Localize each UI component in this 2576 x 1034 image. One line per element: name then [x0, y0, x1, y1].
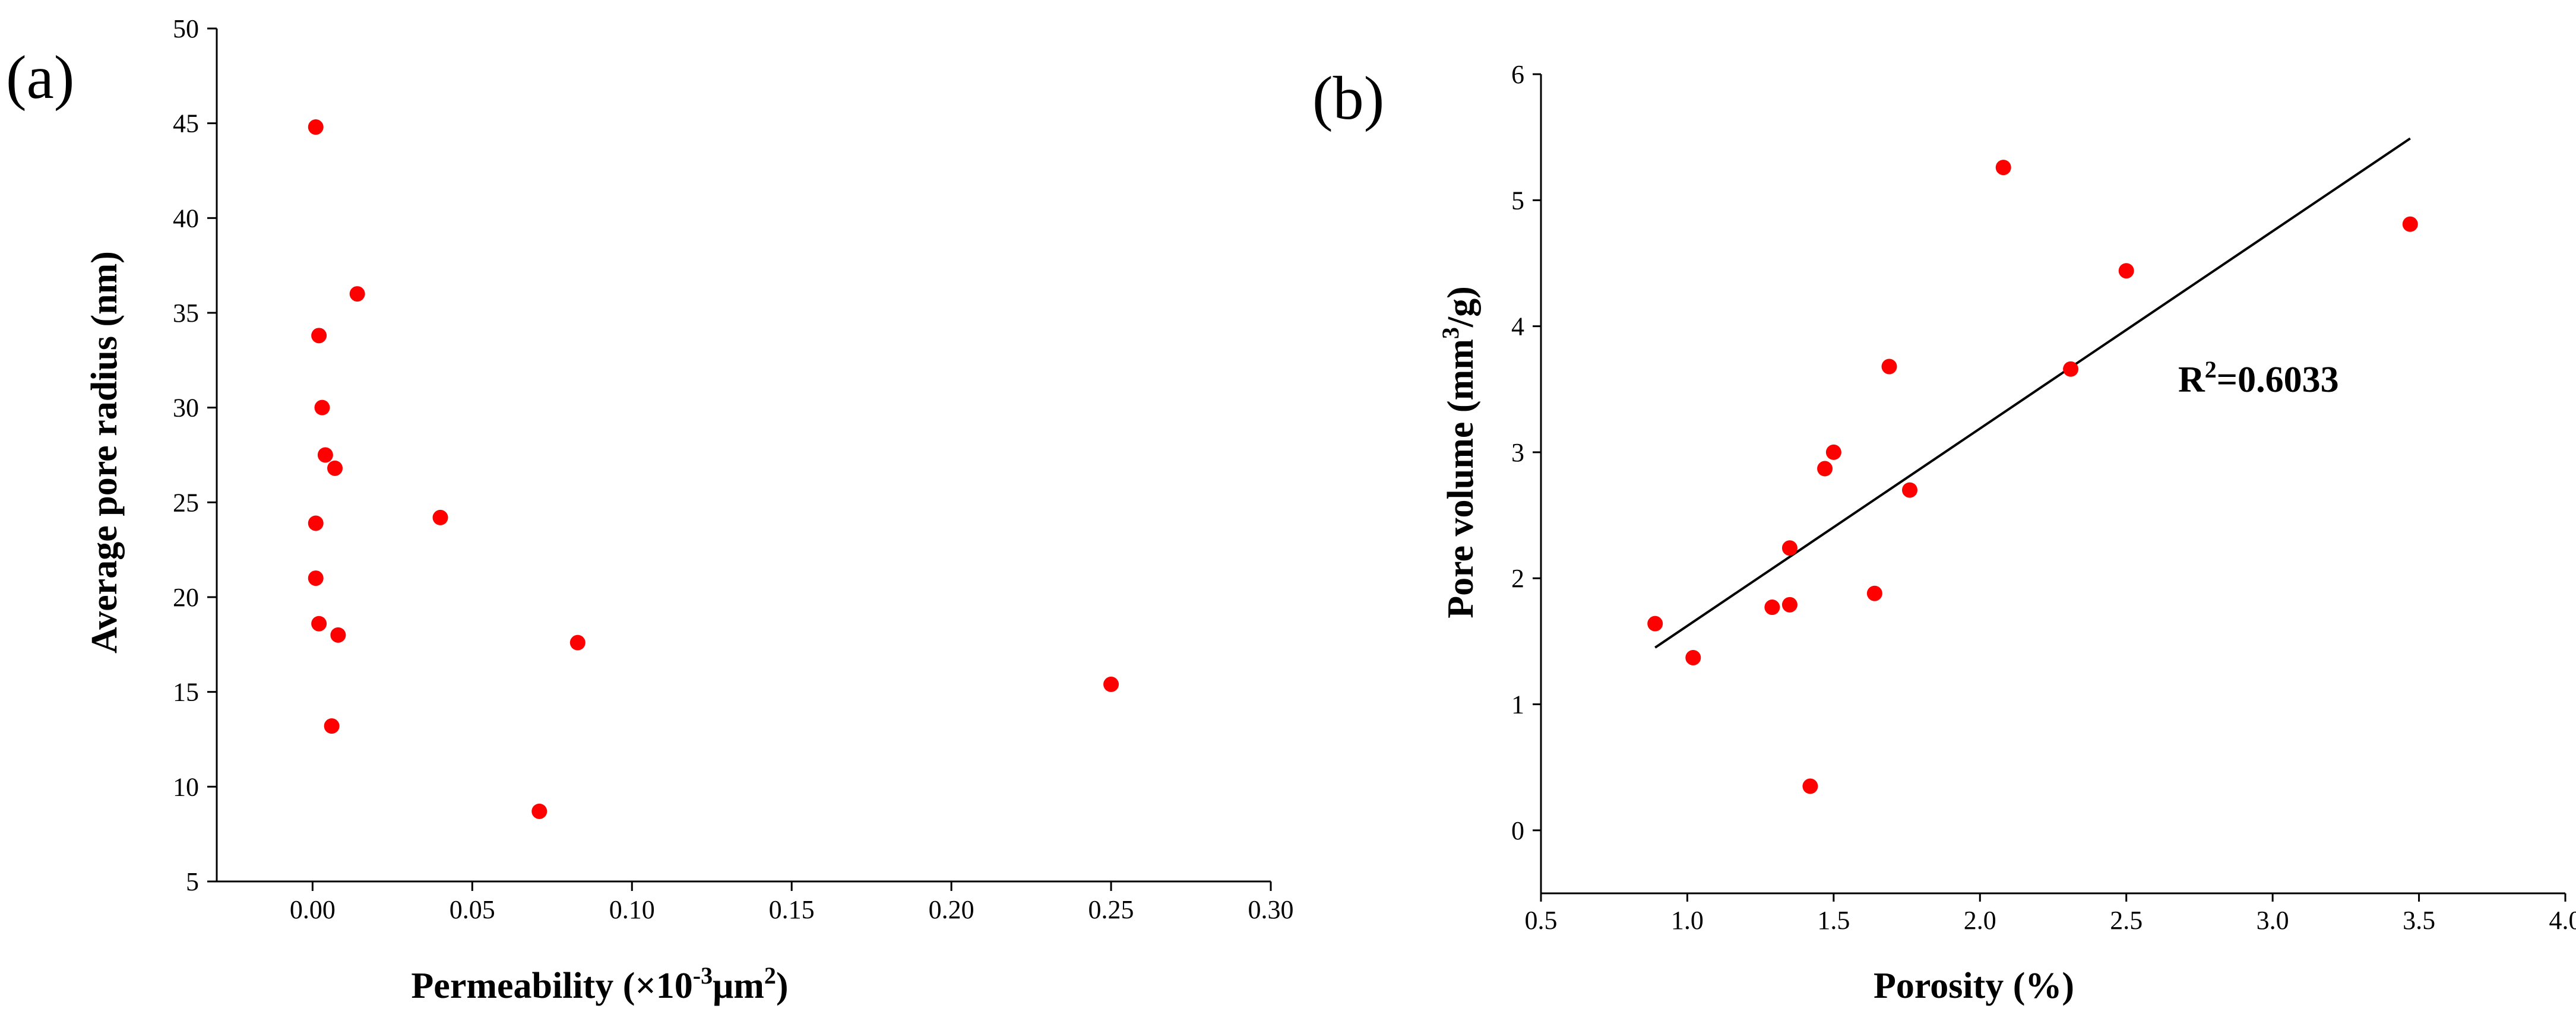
panel-a-x-tick-label: 0.10 — [609, 895, 655, 924]
panel-a-data-point — [315, 400, 330, 415]
panel-b-data-point — [1802, 779, 1818, 794]
panel-b-y-tick-label: 1 — [1511, 690, 1524, 719]
panel-a-x-tick-label: 0.25 — [1088, 895, 1134, 924]
panel-a-y-tick-label: 40 — [173, 204, 199, 233]
panel-a-data-point — [324, 718, 340, 734]
panel-b-data-point — [1782, 597, 1797, 613]
panel-b-chart: (b) Porosity (%) Pore volume (mm3/g) R2=… — [1312, 60, 2576, 1006]
panel-a-data-point — [308, 119, 324, 135]
panel-b-x-axis-title: Porosity (%) — [1874, 966, 2074, 1006]
panel-a-x-tick-label: 0.30 — [1248, 895, 1294, 924]
panel-b-x-tick-label: 1.5 — [1817, 906, 1850, 935]
panel-b-y-tick-label: 4 — [1511, 312, 1524, 341]
panel-b-data-point — [1817, 461, 1833, 477]
panel-a-y-tick-label: 30 — [173, 394, 199, 423]
panel-a-chart: (a) Permeability (×10-3μm2) Average pore… — [6, 14, 1294, 1006]
panel-b-label: (b) — [1312, 64, 1384, 132]
r-squared-value: =0.6033 — [2217, 360, 2339, 400]
r-squared-annotation: R2=0.6033 — [2178, 356, 2339, 400]
panel-b-x-tick-label: 2.0 — [1964, 906, 1996, 935]
panel-a-xlabel-unit: μm — [713, 966, 764, 1006]
panel-b-data-point — [1996, 160, 2011, 175]
panel-a-label: (a) — [6, 43, 74, 112]
panel-a-xlabel-sup: -3 — [693, 962, 713, 989]
panel-b-data-point — [2119, 263, 2134, 278]
panel-b-y-tick-label: 0 — [1511, 816, 1524, 845]
panel-a-x-tick-label: 0.05 — [450, 895, 495, 924]
panel-b-data-point — [1826, 445, 1841, 460]
panel-a-y-tick-label: 25 — [173, 488, 199, 517]
panel-b-x-tick-label: 2.5 — [2110, 906, 2143, 935]
panel-a-x-tick-label: 0.00 — [290, 895, 336, 924]
panel-a-data-point — [350, 286, 365, 302]
panel-b-data-point — [1782, 540, 1797, 556]
panel-a-data-point — [330, 627, 346, 643]
panel-b-data-point — [1685, 650, 1701, 665]
panel-b-y-axis-title: Pore volume (mm3/g) — [1437, 286, 1481, 618]
panel-a-x-tick-label: 0.20 — [929, 895, 974, 924]
panel-a-y-tick-label: 45 — [173, 109, 199, 138]
panel-b-x-tick-label: 4.0 — [2549, 906, 2576, 935]
panel-a-data-point — [433, 510, 448, 525]
panel-a-x-axis-title: Permeability (×10-3μm2) — [411, 962, 788, 1006]
panel-b-data-point — [2063, 361, 2078, 377]
panel-a-xlabel-sup2: 2 — [764, 962, 776, 989]
panel-a-y-tick-label: 35 — [173, 299, 199, 328]
panel-b-x-tick-label: 3.5 — [2403, 906, 2435, 935]
panel-b-y-tick-label: 5 — [1511, 186, 1524, 215]
panel-b-y-tick-label: 2 — [1511, 564, 1524, 593]
panel-b-data-point — [1882, 359, 1897, 375]
panel-a-y-tick-label: 10 — [173, 772, 199, 801]
panel-a-data-point — [327, 461, 343, 476]
panel-a-data-point — [308, 570, 324, 586]
r-squared-main: R — [2178, 360, 2205, 400]
panel-b-x-tick-label: 0.5 — [1525, 906, 1558, 935]
panel-b-ylabel-sup: 3 — [1437, 327, 1464, 339]
panel-b-data-point — [1867, 586, 1882, 601]
panel-b-data-point — [2403, 217, 2418, 232]
panel-a-y-tick-label: 20 — [173, 583, 199, 612]
panel-a-xlabel-main: Permeability (×10 — [411, 966, 692, 1006]
panel-a-data-point — [311, 616, 327, 632]
panel-b-data-point — [1902, 483, 1917, 498]
panel-a-y-tick-label: 50 — [173, 14, 199, 43]
panel-a-data-point — [311, 328, 327, 343]
panel-a-data-point — [1103, 677, 1119, 692]
panel-a-x-tick-label: 0.15 — [769, 895, 815, 924]
panel-b-x-tick-label: 1.0 — [1671, 906, 1704, 935]
panel-b-data-point — [1647, 616, 1663, 632]
panel-a-data-point — [308, 515, 324, 531]
panel-b-x-tick-label: 3.0 — [2257, 906, 2289, 935]
panel-a-data-point — [318, 448, 333, 463]
panel-b-y-tick-label: 6 — [1511, 60, 1524, 89]
panel-b-y-tick-label: 3 — [1511, 438, 1524, 467]
panel-a-y-axis-title: Average pore radius (nm) — [84, 251, 125, 654]
r-squared-sup: 2 — [2205, 356, 2217, 383]
panel-a-data-point — [531, 804, 547, 819]
panel-b-ylabel-main: Pore volume (mm — [1441, 339, 1481, 619]
panel-a-y-tick-label: 15 — [173, 678, 199, 707]
panel-b-data-point — [1764, 600, 1780, 615]
panel-a-xlabel-close: ) — [776, 966, 789, 1006]
panel-a-y-tick-label: 5 — [186, 867, 199, 896]
panel-a-data-point — [570, 635, 586, 651]
panel-b-ylabel-rest: /g) — [1441, 286, 1481, 328]
